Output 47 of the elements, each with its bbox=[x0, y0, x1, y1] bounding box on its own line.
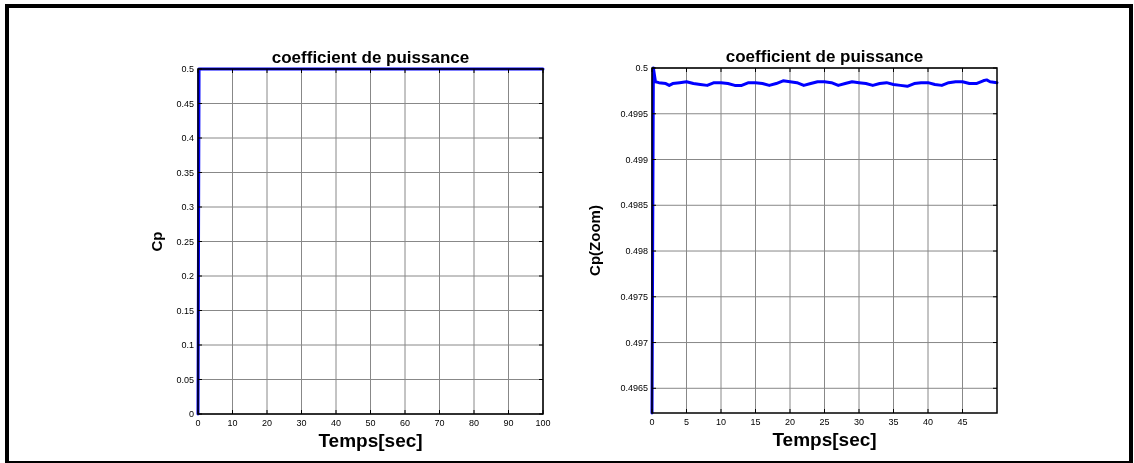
x-axis-title: Temps[sec] bbox=[772, 429, 877, 450]
y-tick-label: 0.4995 bbox=[620, 108, 648, 119]
y-tick-label: 0.5 bbox=[635, 63, 648, 74]
x-tick-label: 20 bbox=[784, 417, 796, 427]
y-tick-label: 0.498 bbox=[625, 246, 648, 257]
y-axis-title: Cp(Zoom) bbox=[586, 205, 603, 276]
x-tick-label: 15 bbox=[750, 417, 761, 427]
chart-title: coefficient de puissance bbox=[271, 48, 470, 67]
y-tick-label: 0.5 bbox=[181, 64, 194, 75]
x-tick-label: 30 bbox=[296, 418, 307, 428]
y-tick-label: 0.4 bbox=[181, 133, 194, 144]
x-tick-label: 30 bbox=[853, 417, 865, 427]
line-series bbox=[650, 66, 999, 415]
y-tick-label: 0.4975 bbox=[620, 291, 648, 302]
chart-title: coefficient de puissance bbox=[725, 47, 924, 66]
y-tick-label: 0.1 bbox=[181, 340, 194, 351]
x-tick-label: 60 bbox=[399, 418, 411, 428]
x-tick-label: 50 bbox=[365, 418, 376, 428]
x-tick-label: 10 bbox=[715, 417, 727, 427]
y-tick-label: 0.35 bbox=[176, 167, 194, 178]
x-tick-label: 40 bbox=[922, 417, 934, 427]
y-tick-label: 0.3 bbox=[181, 202, 194, 213]
x-tick-label: 35 bbox=[888, 417, 899, 427]
x-tick-label: 100 bbox=[535, 418, 551, 428]
y-tick-label: 0.499 bbox=[625, 154, 648, 165]
x-tick-label: 40 bbox=[330, 418, 342, 428]
y-tick-label: 0.4985 bbox=[620, 200, 648, 211]
x-tick-label: 25 bbox=[819, 417, 830, 427]
x-tick-label: 80 bbox=[468, 418, 480, 428]
x-tick-label: 90 bbox=[503, 418, 514, 428]
y-tick-label: 0.45 bbox=[176, 98, 194, 109]
x-tick-label: 10 bbox=[227, 418, 238, 428]
y-tick-label: 0.15 bbox=[176, 305, 194, 316]
y-tick-label: 0.4965 bbox=[620, 383, 648, 394]
x-tick-label: 20 bbox=[261, 418, 273, 428]
y-axis-title: Cp bbox=[148, 231, 165, 252]
y-tick-label: 0.25 bbox=[176, 236, 194, 247]
x-tick-label: 5 bbox=[683, 417, 690, 427]
x-tick-label: 0 bbox=[649, 417, 655, 427]
y-tick-label: 0.497 bbox=[625, 337, 648, 348]
x-tick-label: 45 bbox=[957, 417, 968, 427]
x-axis-title: Temps[sec] bbox=[318, 430, 423, 451]
y-tick-label: 0 bbox=[188, 409, 194, 420]
x-tick-label: 70 bbox=[434, 418, 445, 428]
x-tick-label: 0 bbox=[195, 418, 201, 428]
y-tick-label: 0.05 bbox=[176, 374, 194, 385]
y-tick-label: 0.2 bbox=[181, 271, 194, 282]
